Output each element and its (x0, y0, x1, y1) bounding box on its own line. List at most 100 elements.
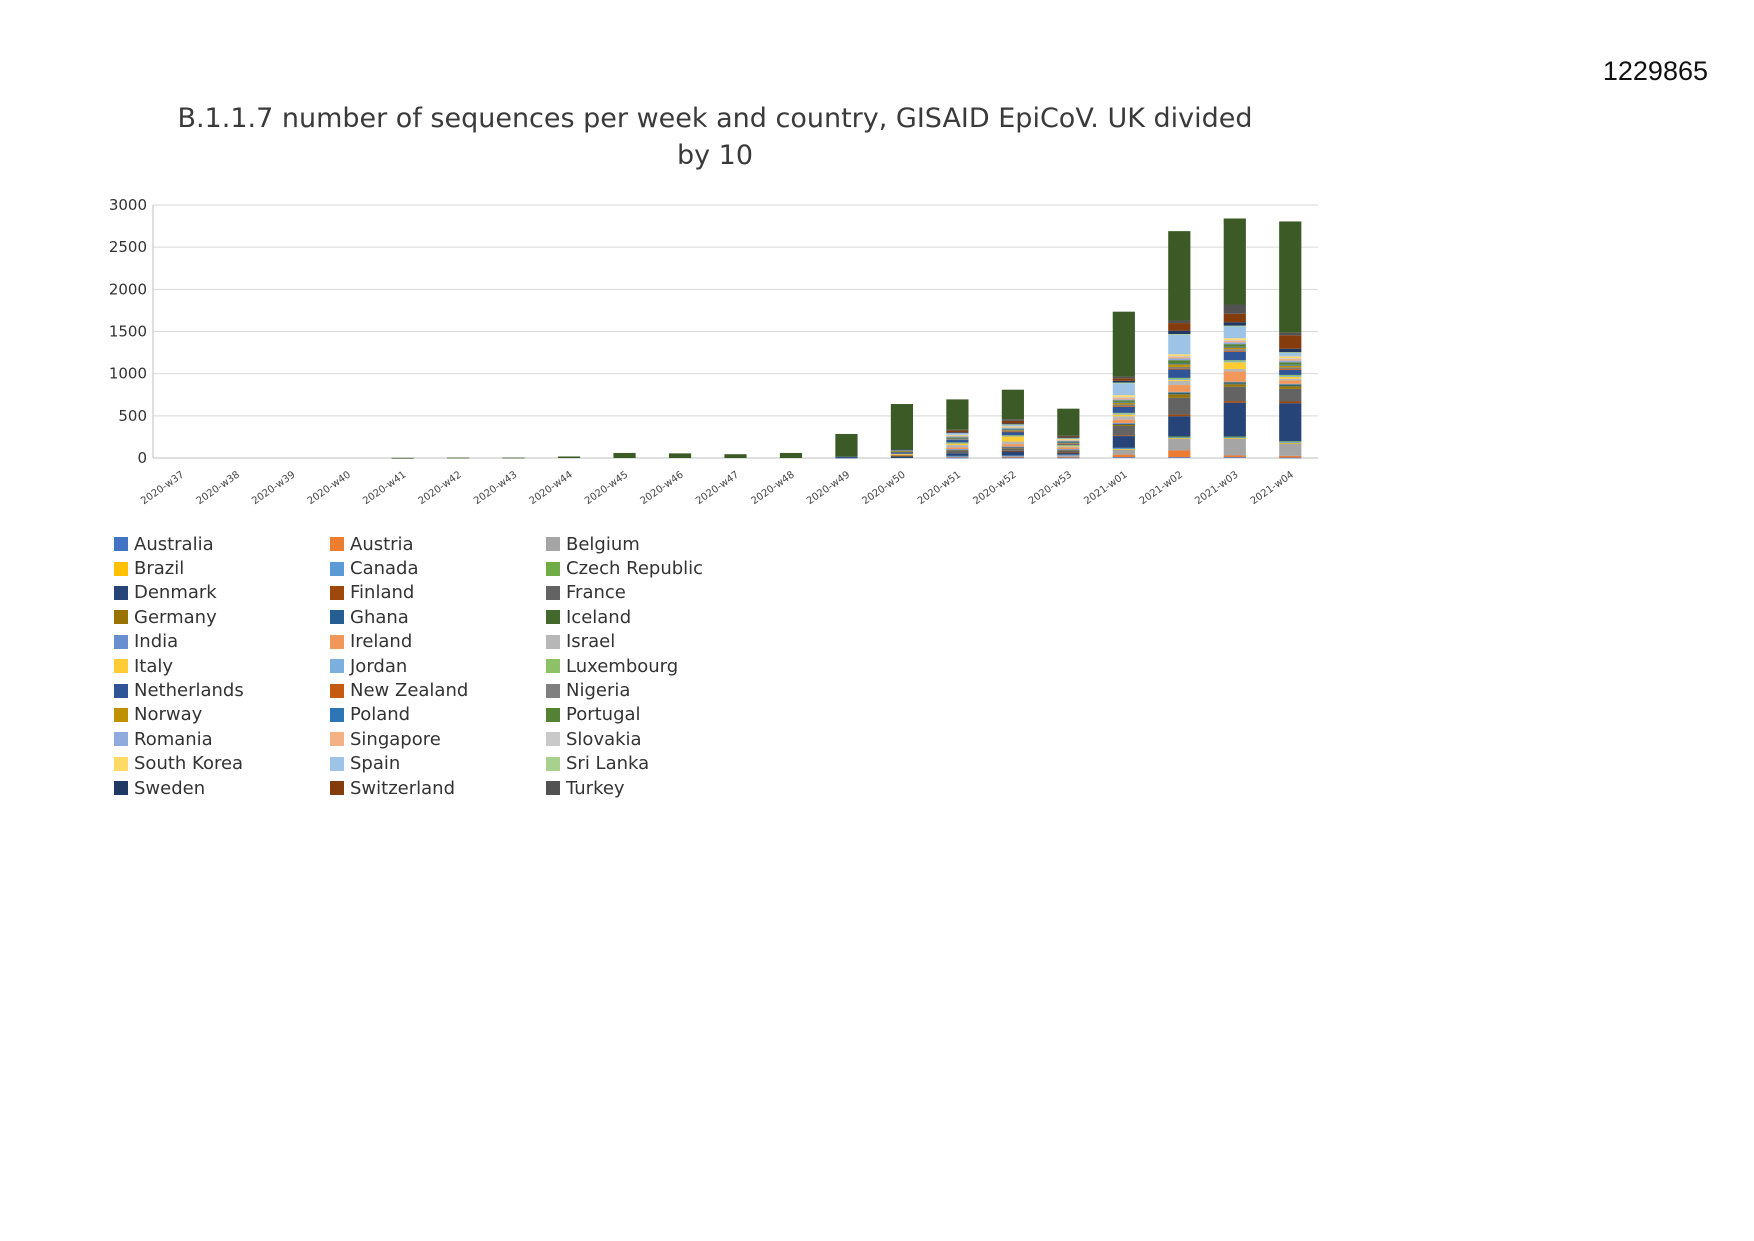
bar-segment-romania (1001, 428, 1024, 429)
bar-segment-ireland (946, 447, 969, 450)
x-tick-label: 2020-w50 (860, 469, 907, 507)
legend-item: Germany (114, 605, 330, 629)
legend-label: Finland (350, 582, 415, 604)
document-id: 1229865 (1602, 56, 1708, 86)
bar-segment-south-korea (1168, 354, 1191, 356)
bar-segment-nigeria (1057, 442, 1080, 444)
legend-swatch (546, 732, 560, 747)
legend-item: Netherlands (114, 678, 330, 702)
bar-segment-india (1112, 423, 1135, 424)
bar-segment-luxembourg (1001, 435, 1024, 437)
bar-segment-luxembourg (1223, 360, 1246, 362)
bar-segment-romania (1057, 440, 1080, 442)
bar-segment-slovakia (946, 435, 969, 437)
bar-segment-belgium (1001, 455, 1024, 457)
bar-segment-turkey (1001, 419, 1024, 421)
bar-segment-luxembourg (946, 442, 969, 444)
bar-segment-israel (1057, 446, 1080, 448)
bar-segment-slovakia (1112, 396, 1135, 398)
bar-segment-jordan (1112, 413, 1135, 415)
bar-segment-ghana (946, 449, 969, 451)
bar-segment-finland (1112, 435, 1135, 437)
bar-segment-india (1279, 383, 1302, 385)
legend-swatch (330, 756, 344, 771)
bar-segment-germany (946, 449, 969, 451)
legend-swatch (546, 537, 560, 552)
legend-label: Slovakia (566, 728, 642, 750)
bar-segment-israel (1112, 416, 1135, 420)
bar-segment-norway (1168, 364, 1191, 367)
legend-label: Sweden (134, 777, 206, 799)
bar-segment-ghana (1223, 383, 1246, 385)
bar-segment-turkey (1223, 304, 1246, 314)
legend-label: Canada (350, 558, 419, 580)
legend-label: Poland (350, 704, 411, 726)
legend-label: Belgium (566, 533, 640, 555)
x-tick-label: 2020-w49 (805, 469, 852, 507)
legend-swatch (114, 756, 128, 771)
bar-segment-spain (946, 433, 969, 435)
bar-segment-france (1279, 388, 1302, 402)
bar-segment-germany (890, 455, 914, 457)
bar-segment-ghana (1057, 449, 1080, 451)
bar-segment-italy (946, 443, 969, 445)
legend-item: Sri Lanka (546, 752, 762, 776)
bar-segment-portugal (1168, 360, 1191, 364)
bar-segment-singapore (1223, 340, 1246, 343)
bar-segment-slovakia (1279, 358, 1302, 359)
bar-segment-slovakia (1223, 339, 1246, 341)
legend-label: Sri Lanka (566, 753, 650, 775)
legend-label: Israel (566, 631, 616, 653)
bar-segment-finland (1279, 401, 1302, 404)
chart-title: B.1.1.7 number of sequences per week and… (177, 103, 1253, 171)
legend-label: Iceland (566, 606, 632, 628)
x-tick-label: 2020-w39 (250, 469, 297, 507)
legend-label: Italy (134, 655, 174, 677)
y-tick-label: 1500 (109, 323, 147, 341)
x-tick-label: 2021-w03 (1193, 469, 1240, 507)
legend-item: Austria (330, 532, 546, 556)
legend-swatch (114, 781, 128, 796)
legend-label: New Zealand (350, 680, 469, 702)
bar-segment-australia (1001, 457, 1024, 459)
legend-label: Czech Republic (566, 558, 704, 580)
bar-segment-nigeria (1223, 349, 1246, 351)
bar-segment-jordan (1223, 361, 1246, 363)
bar-segment-sri-lanka (1057, 437, 1080, 439)
bar-segment-ghana (1001, 447, 1024, 448)
bar-segment-sweden (1057, 437, 1080, 439)
bar-segment-netherlands (1112, 406, 1135, 413)
legend-swatch (114, 561, 128, 576)
x-tick-label: 2020-w37 (139, 469, 186, 507)
bar-segment-netherlands (890, 452, 914, 454)
bar-segment-uk (779, 452, 803, 458)
legend-label: Turkey (566, 777, 625, 799)
bar-segment-canada (1168, 436, 1191, 439)
bar-segment-uk (946, 399, 969, 430)
bar-segment-canada (1279, 441, 1302, 443)
bar-segment-ireland (1112, 419, 1135, 424)
bar-segment-south-korea (1001, 426, 1024, 428)
bar-segment-italy (1168, 379, 1191, 381)
bar-segment-germany (1168, 394, 1191, 398)
bar-segment-france (1001, 448, 1024, 451)
bar-segment-israel (1001, 441, 1024, 445)
bar-segment-spain (1223, 326, 1246, 339)
bar-segment-south-korea (946, 434, 969, 436)
bar-segment-finland (1168, 414, 1191, 417)
legend-swatch (546, 756, 560, 771)
y-tick-label: 2500 (109, 238, 147, 256)
bar-segment-luxembourg (1057, 444, 1080, 446)
bar-segment-australia (1223, 457, 1246, 458)
legend-swatch (330, 561, 344, 576)
x-axis: 2020-w37 2020-w38 2020-w39 2020-w40 2020-w41… (139, 469, 1296, 507)
bar-segment-denmark (946, 453, 969, 456)
legend-item: Ireland (330, 630, 546, 654)
bar-segment-canada (946, 455, 969, 457)
bar-segment-netherlands (1279, 369, 1302, 375)
bar-segment-austria (1001, 456, 1024, 458)
bar-segment-czech-republic (1168, 436, 1191, 438)
legend-label: Ghana (350, 606, 409, 628)
bar-segment-austria (1279, 455, 1302, 458)
